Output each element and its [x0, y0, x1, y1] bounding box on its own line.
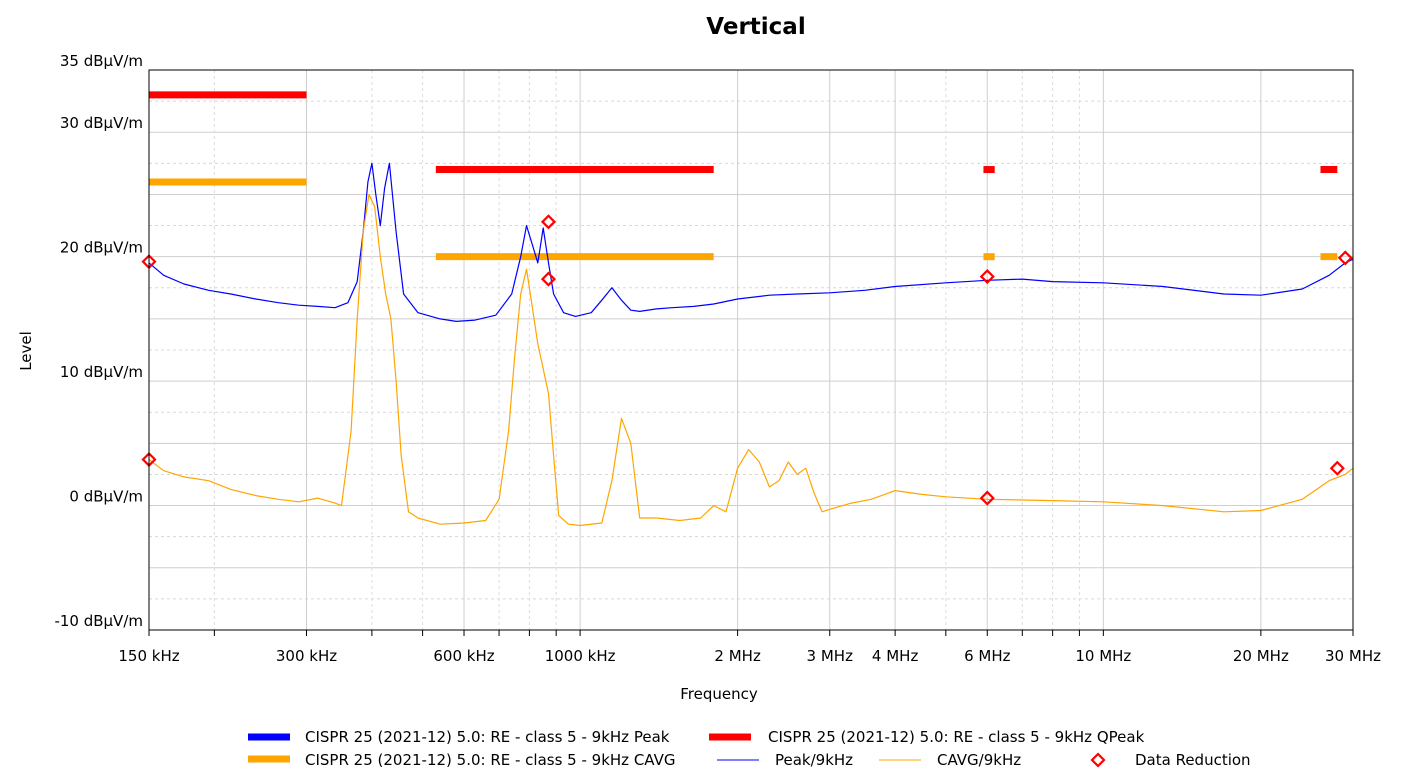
y-tick-label: 0 dBµV/m: [69, 488, 143, 506]
y-tick-label: 20 dBµV/m: [60, 239, 143, 257]
x-tick-label: 20 MHz: [1233, 647, 1289, 665]
data-reduction-marker: [1329, 460, 1345, 476]
series-line: [148, 193, 1354, 527]
y-axis-label: Level: [17, 331, 35, 371]
chart-title: Vertical: [706, 14, 805, 40]
data-reduction-marker: [540, 214, 557, 230]
data-reduction-markers: [141, 214, 1353, 506]
y-tick-label: -10 dBµV/m: [54, 612, 143, 630]
legend-label: CAVG/9kHz: [937, 751, 1021, 769]
data-reduction-marker: [979, 269, 995, 285]
legend: CISPR 25 (2021-12) 5.0: RE - class 5 - 9…: [248, 728, 1251, 769]
x-tick-label: 10 MHz: [1075, 647, 1131, 665]
limit-lines: [149, 91, 1338, 261]
x-tick-label: 6 MHz: [964, 647, 1011, 665]
legend-swatch: [1090, 752, 1106, 768]
legend-label: Data Reduction: [1135, 751, 1251, 769]
legend-label: CISPR 25 (2021-12) 5.0: RE - class 5 - 9…: [305, 728, 670, 746]
legend-label: CISPR 25 (2021-12) 5.0: RE - class 5 - 9…: [768, 728, 1145, 746]
data-reduction-marker: [979, 490, 995, 506]
legend-label: CISPR 25 (2021-12) 5.0: RE - class 5 - 9…: [305, 751, 676, 769]
data-reduction-marker: [540, 271, 557, 287]
x-tick-label: 300 kHz: [276, 647, 337, 665]
x-tick-label: 1000 kHz: [545, 647, 616, 665]
x-axis-label: Frequency: [680, 685, 758, 703]
y-axis-ticks: 35 dBµV/m 30 dBµV/m 20 dBµV/m 10 dBµV/m 0 dB…: [54, 52, 143, 630]
data-reduction-marker: [1337, 250, 1353, 266]
y-tick-label: 30 dBµV/m: [60, 114, 143, 132]
x-tick-label: 150 kHz: [118, 647, 179, 665]
grid: [148, 69, 1354, 631]
y-tick-label: 35 dBµV/m: [60, 52, 143, 70]
x-axis-ticks: 150 kHz 300 kHz 600 kHz 1000 kHz 2 MHz 3 MHz 4…: [118, 630, 1381, 665]
x-tick-label: 3 MHz: [807, 647, 854, 665]
legend-label: Peak/9kHz: [775, 751, 853, 769]
x-tick-label: 2 MHz: [714, 647, 761, 665]
x-tick-label: 30 MHz: [1325, 647, 1381, 665]
x-tick-label: 600 kHz: [433, 647, 494, 665]
series-group: [148, 162, 1354, 527]
x-tick-label: 4 MHz: [872, 647, 919, 665]
y-tick-label: 10 dBµV/m: [60, 363, 143, 381]
plot-frame: [148, 69, 1354, 631]
series-line: [148, 162, 1354, 322]
